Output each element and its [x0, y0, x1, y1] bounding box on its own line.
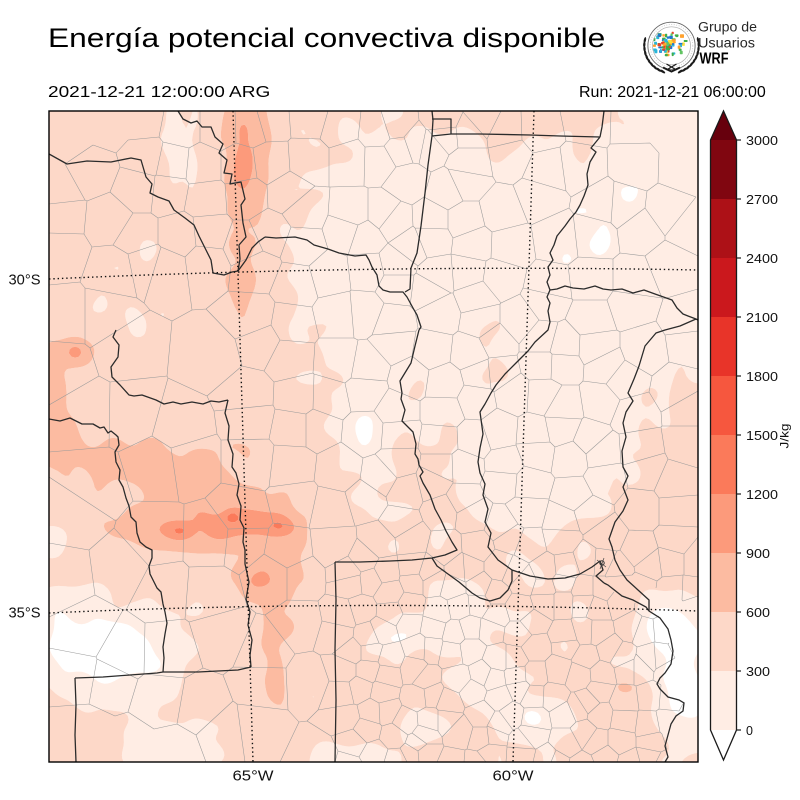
svg-text:65°W: 65°W: [233, 768, 275, 785]
svg-text:35°S: 35°S: [9, 605, 41, 622]
svg-text:1800: 1800: [746, 370, 778, 384]
svg-text:900: 900: [746, 547, 770, 561]
svg-text:1500: 1500: [746, 429, 778, 443]
svg-text:2700: 2700: [746, 193, 778, 207]
svg-text:60°W: 60°W: [493, 768, 535, 785]
svg-text:2100: 2100: [746, 311, 778, 325]
svg-text:Usuarios: Usuarios: [698, 36, 755, 51]
svg-text:2400: 2400: [746, 252, 778, 266]
svg-text:30°S: 30°S: [9, 272, 41, 289]
svg-text:3000: 3000: [746, 134, 778, 148]
svg-text:0: 0: [746, 724, 753, 738]
svg-text:600: 600: [746, 606, 770, 620]
svg-text:J/kg: J/kg: [778, 424, 792, 449]
svg-text:300: 300: [746, 665, 770, 679]
svg-text:Grupo de: Grupo de: [698, 20, 757, 35]
svg-text:1200: 1200: [746, 488, 778, 502]
svg-text:WRF: WRF: [700, 51, 729, 68]
